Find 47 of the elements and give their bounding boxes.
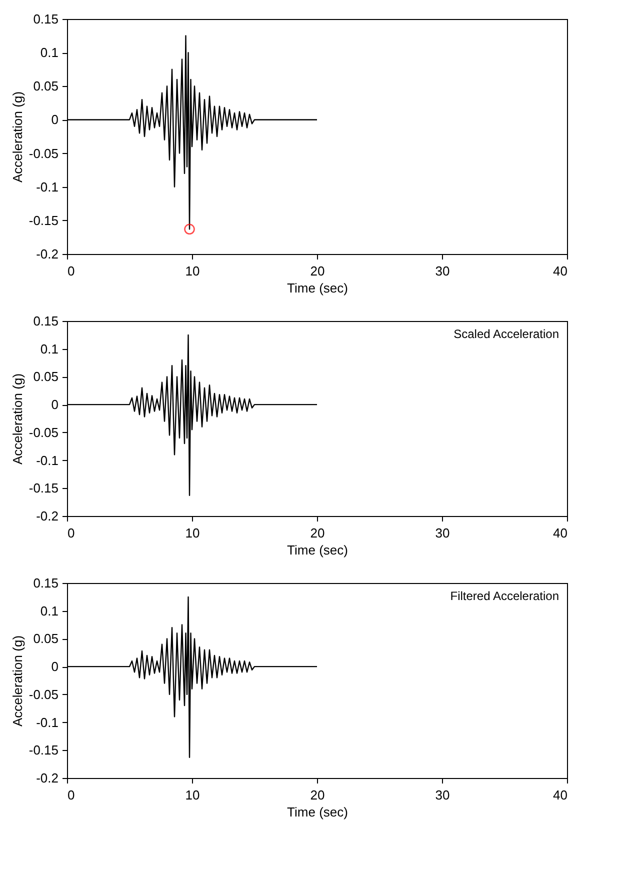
y-tick-label: 0: [51, 397, 58, 412]
y-tick-label: 0.1: [40, 341, 58, 356]
y-tick-label: -0.15: [28, 742, 58, 758]
annotation: Scaled Acceleration: [454, 327, 559, 341]
y-tick-label: -0.2: [36, 770, 58, 786]
x-tick-label: 40: [553, 526, 568, 540]
y-tick-label: -0.15: [28, 480, 58, 496]
x-tick-label: 0: [68, 526, 75, 540]
y-tick-label: -0.05: [28, 146, 58, 161]
x-tick-label: 30: [435, 788, 450, 802]
y-tick-label: 0.15: [33, 576, 58, 590]
x-tick-label: 30: [435, 264, 450, 278]
y-tick-label: -0.1: [36, 452, 58, 468]
y-tick-label: 0.15: [33, 314, 58, 328]
y-tick-label: 0.1: [40, 45, 58, 60]
x-tick-label: 20: [310, 788, 325, 802]
y-tick-label: 0.05: [33, 78, 58, 94]
x-axis-title: Time (sec): [287, 280, 348, 296]
x-axis-title: Time (sec): [287, 804, 348, 820]
x-tick-label: 0: [68, 264, 75, 278]
x-tick-label: 10: [185, 526, 200, 540]
y-tick-label: 0: [51, 112, 58, 128]
y-tick-label: 0.05: [33, 631, 58, 646]
y-tick-label: -0.1: [36, 179, 58, 194]
y-axis-title: Acceleration (g): [10, 373, 25, 465]
x-tick-label: 40: [553, 788, 568, 802]
y-axis-title: Acceleration (g): [10, 635, 25, 727]
y-tick-label: -0.05: [28, 686, 58, 702]
x-tick-label: 30: [435, 526, 450, 540]
y-axis-title: Acceleration (g): [10, 91, 25, 183]
x-tick-label: 40: [553, 264, 568, 278]
y-tick-label: -0.1: [36, 714, 58, 730]
x-tick-label: 20: [310, 264, 325, 278]
y-tick-label: -0.2: [36, 508, 58, 524]
x-tick-label: 20: [310, 526, 325, 540]
y-tick-label: 0.1: [40, 603, 58, 618]
y-tick-label: -0.15: [28, 212, 58, 228]
y-tick-label: 0.05: [33, 369, 58, 384]
x-tick-label: 10: [185, 264, 200, 278]
annotation: Filtered Acceleration: [450, 589, 559, 603]
y-tick-label: -0.05: [28, 424, 58, 440]
y-tick-label: -0.2: [36, 246, 58, 262]
x-axis-title: Time (sec): [287, 542, 348, 558]
x-tick-label: 0: [68, 788, 75, 802]
x-tick-label: 10: [185, 788, 200, 802]
y-tick-label: 0: [51, 659, 58, 674]
y-tick-label: 0.15: [33, 12, 58, 26]
